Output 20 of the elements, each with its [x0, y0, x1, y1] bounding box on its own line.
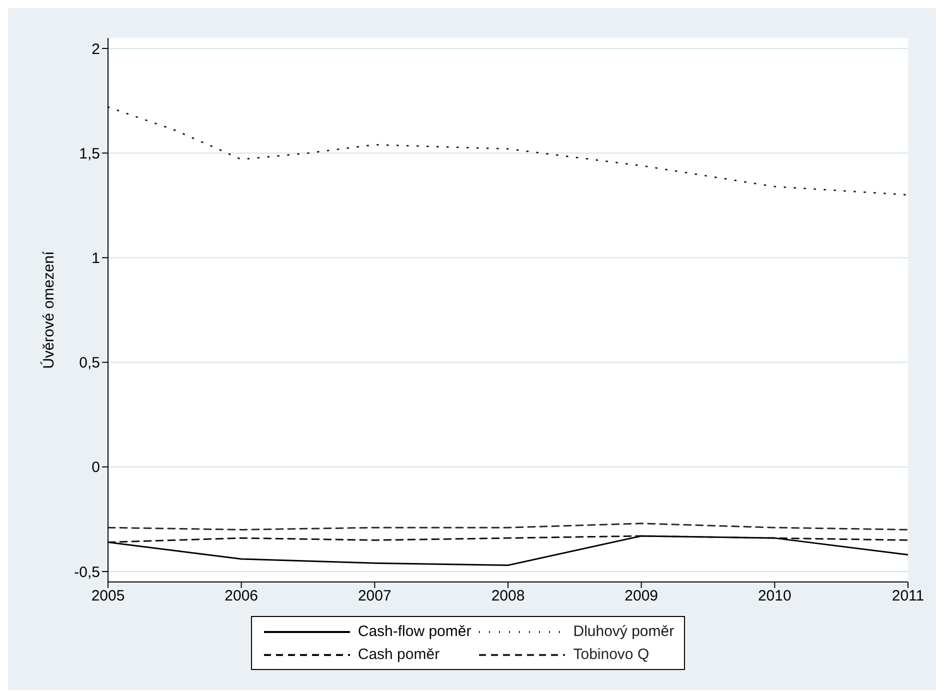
y-tick-label: 0	[92, 459, 100, 476]
y-tick-label: 0,5	[79, 354, 100, 372]
x-tick-label: 2007	[358, 588, 392, 605]
line-series	[108, 535, 908, 543]
text: Tobinovo Q	[573, 646, 650, 663]
x-tick-label: 2005	[91, 588, 125, 605]
line-series	[108, 106, 908, 196]
text: Dluhový poměr	[573, 623, 674, 640]
x-tick-label: 2008	[491, 588, 525, 605]
y-tick-label: 2	[92, 40, 100, 58]
x-tick-label: 2010	[758, 588, 792, 605]
text: Cash poměr	[358, 646, 441, 663]
x-tick-label: 2009	[624, 588, 658, 605]
x-tick-label: 2006	[224, 588, 258, 605]
y-tick-label: 1,5	[79, 145, 100, 162]
y-tick-label: -0,5	[74, 564, 100, 581]
text: Cash-flow poměr	[358, 623, 472, 640]
y-tick-label: 1	[92, 250, 100, 268]
y-axis-title: Úvěrové omezení	[39, 250, 58, 369]
x-tick-label: 2011	[892, 588, 924, 605]
